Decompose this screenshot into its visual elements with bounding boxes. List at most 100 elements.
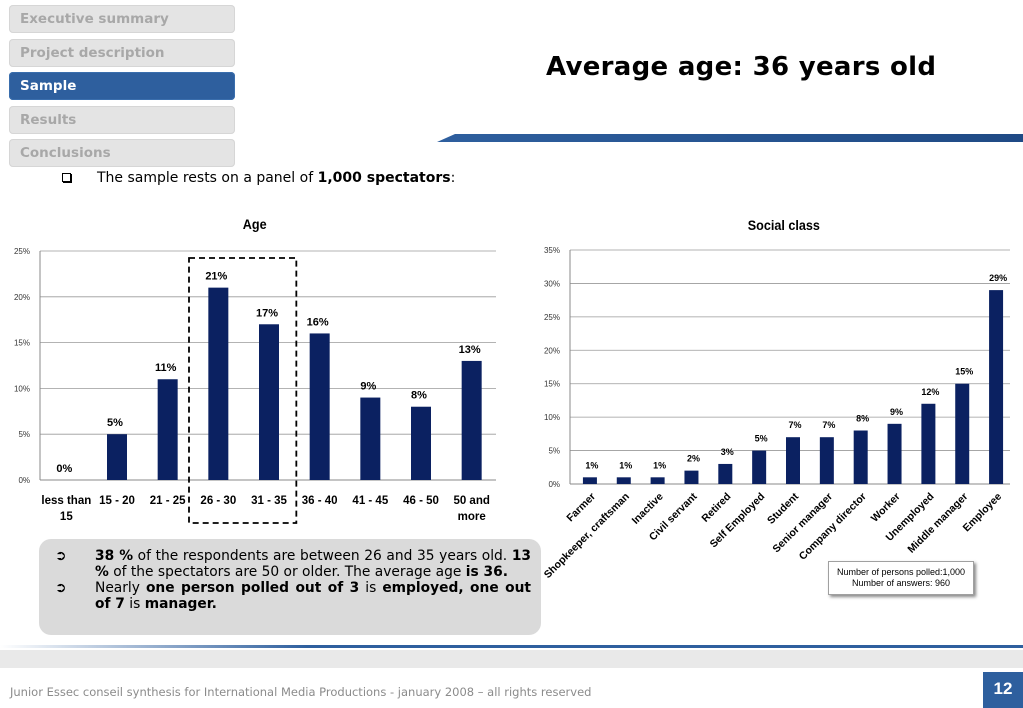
bar bbox=[819, 437, 834, 484]
y-tick-label: 10% bbox=[14, 384, 30, 393]
data-label: 5% bbox=[755, 434, 768, 444]
data-label: 13% bbox=[459, 344, 481, 356]
data-label: 3% bbox=[721, 447, 734, 457]
summary-point-age: ➲ 38 % of the respondents are between 26… bbox=[55, 548, 532, 580]
x-tick-label: Senior manager bbox=[770, 491, 835, 556]
social-class-chart: Social class 0% 5% 10% 15% 20% 25% 30% 35% 1% Farm… bbox=[530, 210, 1023, 585]
age-chart-svg: Age 0% 5% 10% 15% 20% 25% 0% less than 15 5% 15 - 2… bbox=[14, 216, 496, 524]
data-label: 0% bbox=[56, 463, 72, 475]
data-label: 5% bbox=[107, 417, 123, 429]
bar bbox=[955, 383, 970, 484]
data-label: 11% bbox=[155, 362, 177, 374]
y-tick-label: 15% bbox=[14, 339, 30, 348]
data-label: 1% bbox=[653, 460, 666, 470]
x-tick-label: 41 - 45 bbox=[352, 495, 388, 507]
y-tick-label: 5% bbox=[18, 430, 30, 439]
x-tick-label: 36 - 40 bbox=[302, 495, 338, 507]
data-label: 21% bbox=[205, 271, 227, 283]
data-label: 1% bbox=[619, 460, 632, 470]
y-tick-label: 30% bbox=[544, 279, 560, 288]
data-label: 16% bbox=[307, 316, 329, 328]
bar bbox=[411, 406, 431, 480]
page-title: Average age: 36 years old bbox=[546, 52, 937, 82]
y-tick-label: 25% bbox=[544, 313, 560, 322]
x-tick-label: 15 bbox=[60, 511, 73, 523]
y-tick-label: 0% bbox=[18, 476, 30, 485]
y-tick-label: 5% bbox=[548, 447, 560, 456]
x-tick-label: 26 - 30 bbox=[200, 495, 236, 507]
respondents-note: Number of persons polled:1,000 Number of… bbox=[828, 561, 974, 595]
intro-text: The sample rests on a panel of 1,000 spe… bbox=[62, 170, 455, 186]
footer-divider bbox=[0, 645, 1023, 648]
arrow-bullet-icon: ➲ bbox=[55, 580, 67, 596]
bar bbox=[107, 434, 127, 480]
title-underline bbox=[437, 134, 1023, 142]
data-label: 9% bbox=[360, 381, 376, 393]
y-tick-label: 0% bbox=[548, 480, 560, 489]
social-class-chart-svg: Social class 0% 5% 10% 15% 20% 25% 30% 35% 1% Farm… bbox=[542, 217, 1010, 581]
data-label: 15% bbox=[955, 367, 973, 377]
data-label: 9% bbox=[890, 407, 903, 417]
bar bbox=[853, 430, 868, 484]
x-tick-label: 50 and bbox=[453, 495, 489, 507]
page-number: 12 bbox=[983, 672, 1023, 708]
data-label: 8% bbox=[856, 414, 869, 424]
data-label: 7% bbox=[788, 420, 801, 430]
x-tick-label: Farmer bbox=[564, 491, 598, 525]
x-tick-label: Retired bbox=[699, 491, 733, 525]
nav-item-results[interactable]: Results bbox=[9, 105, 235, 134]
summary-point-class: ➲ Nearly one person polled out of 3 is e… bbox=[55, 580, 531, 612]
data-label: 12% bbox=[921, 387, 939, 397]
bar bbox=[752, 450, 767, 484]
checkbox-bullet-icon bbox=[62, 173, 71, 182]
x-tick-label: 46 - 50 bbox=[403, 495, 439, 507]
bar bbox=[461, 360, 482, 480]
y-tick-label: 10% bbox=[544, 413, 560, 422]
bar bbox=[989, 290, 1004, 484]
section-nav: Executive summary Project description Sa… bbox=[9, 5, 235, 173]
bar bbox=[921, 403, 936, 484]
x-tick-label: 15 - 20 bbox=[99, 495, 135, 507]
bar bbox=[786, 437, 800, 484]
data-label: 7% bbox=[822, 420, 835, 430]
nav-item-project-description[interactable]: Project description bbox=[9, 38, 235, 67]
bar bbox=[582, 477, 597, 484]
data-label: 29% bbox=[989, 273, 1007, 283]
x-tick-label: 21 - 25 bbox=[150, 495, 186, 507]
x-tick-label: Company director bbox=[797, 491, 869, 563]
data-label: 17% bbox=[256, 307, 278, 319]
y-tick-label: 35% bbox=[544, 246, 560, 255]
bar bbox=[208, 287, 229, 480]
bar bbox=[650, 477, 665, 484]
nav-item-conclusions[interactable]: Conclusions bbox=[9, 139, 235, 167]
bar bbox=[684, 470, 699, 484]
x-tick-label: Middle manager bbox=[905, 491, 970, 556]
x-tick-label: Worker bbox=[869, 491, 903, 525]
data-label: 1% bbox=[585, 460, 598, 470]
y-tick-label: 25% bbox=[14, 247, 30, 256]
highlight-box bbox=[188, 257, 298, 524]
chart-title: Age bbox=[243, 216, 267, 232]
footer-copyright: Junior Essec conseil synthesis for Inter… bbox=[10, 685, 592, 699]
chart-title: Social class bbox=[748, 217, 820, 233]
x-tick-label: less than bbox=[41, 495, 91, 507]
y-tick-label: 15% bbox=[544, 380, 560, 389]
age-chart: Age 0% 5% 10% 15% 20% 25% 0% less than 15 5% 15 - 2… bbox=[0, 210, 530, 535]
bar bbox=[718, 463, 733, 484]
data-label: 8% bbox=[411, 390, 427, 402]
x-tick-label: more bbox=[458, 511, 486, 523]
data-label: 2% bbox=[687, 454, 700, 464]
footer-band bbox=[0, 650, 1023, 668]
bar bbox=[259, 324, 279, 480]
arrow-bullet-icon: ➲ bbox=[55, 548, 67, 564]
nav-item-executive-summary[interactable]: Executive summary bbox=[9, 5, 235, 33]
nav-item-sample[interactable]: Sample bbox=[9, 72, 235, 100]
summary-box: ➲ 38 % of the respondents are between 26… bbox=[39, 539, 541, 635]
y-tick-label: 20% bbox=[544, 346, 560, 355]
bar bbox=[887, 423, 902, 484]
y-tick-label: 20% bbox=[14, 293, 30, 302]
bar bbox=[157, 379, 178, 480]
bar bbox=[309, 333, 330, 480]
bar bbox=[616, 477, 631, 484]
bar bbox=[360, 397, 381, 480]
